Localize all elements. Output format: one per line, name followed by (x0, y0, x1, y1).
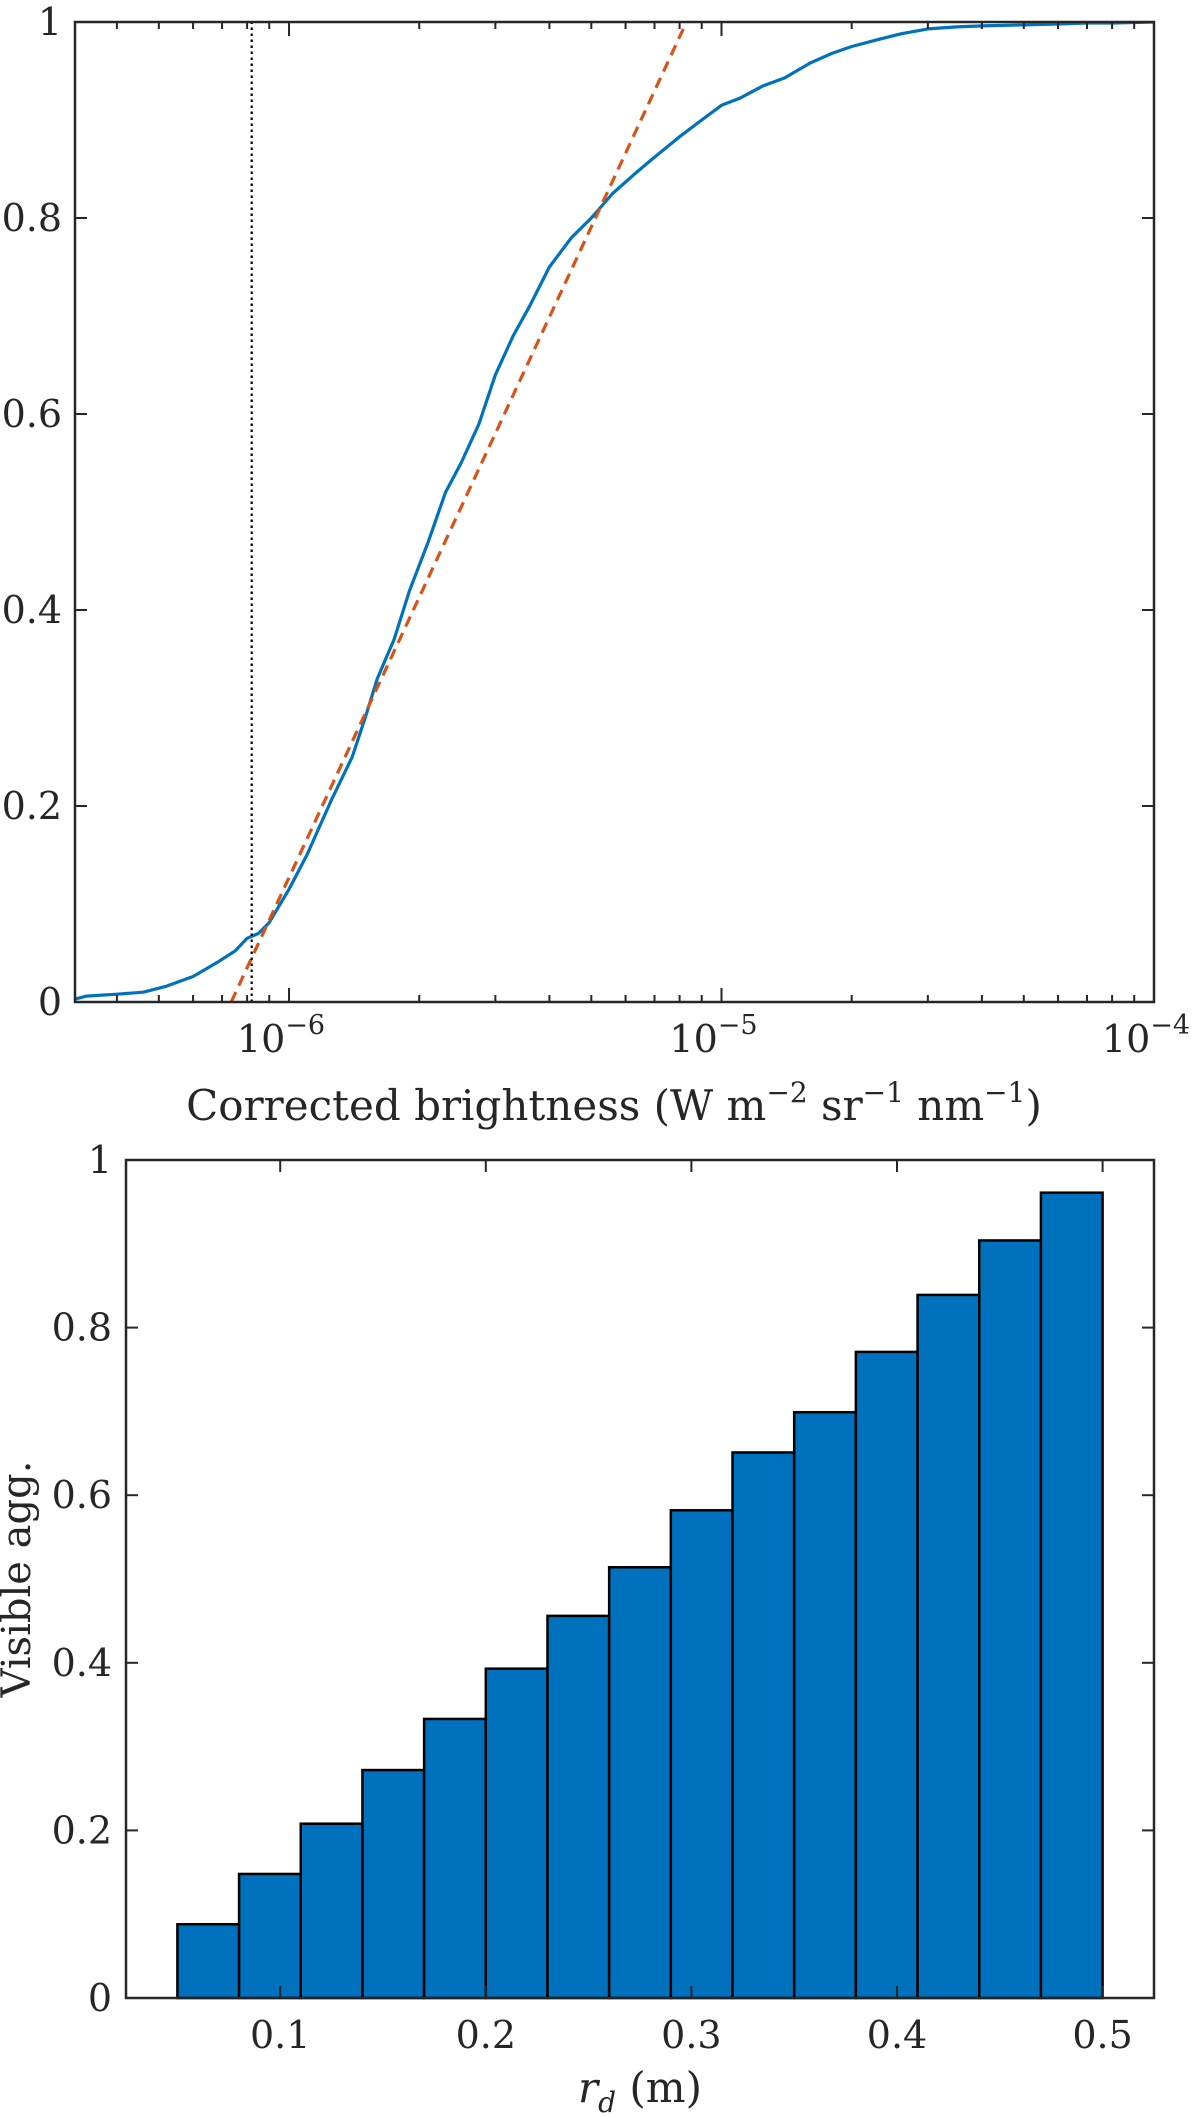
x-tick-label: 10−5 (669, 1010, 757, 1061)
series-line-dashed (229, 22, 688, 1002)
visible-agg-bar-chart: 0.1 0.2 0.3 0.4 0.5 0 0.2 0.4 0.6 0.8 1 rd (m) Vi… (0, 1138, 1156, 2117)
y-tick-label: 1 (38, 0, 62, 44)
bar (977, 1239, 1043, 2000)
bar (176, 1923, 241, 2000)
y-tick-labels: 0 0.2 0.4 0.6 0.8 1 (2, 0, 62, 1024)
y-tick-label: 0.4 (2, 588, 62, 632)
bar (546, 1614, 611, 2000)
x-tick-label: 10−6 (237, 1010, 325, 1061)
bar (792, 1410, 858, 2000)
plot-frame (124, 1158, 1156, 2000)
x-tick-label: 0.1 (250, 2013, 310, 2057)
y-tick-label: 1 (88, 1138, 112, 1182)
x-tick-label: 10−4 (1102, 1010, 1190, 1061)
x-tick-label: 0.3 (661, 2013, 721, 2057)
y-axis-label: Visible agg. (0, 1461, 40, 1699)
x-axis-label: Corrected brightness (W m−2 sr−1 nm−1) (186, 1076, 1042, 1130)
x-tick-label: 0.2 (456, 2013, 516, 2057)
y-tick-label: 0.8 (52, 1306, 112, 1350)
x-tick-labels: 10−6 10−5 10−4 (237, 1010, 1190, 1061)
y-tick-label: 0.6 (52, 1473, 112, 1517)
y-tick-label: 0.2 (2, 784, 62, 828)
bar (916, 1293, 981, 2000)
bars (176, 1191, 1104, 2000)
x-tick-labels: 0.1 0.2 0.3 0.4 0.5 (250, 2013, 1133, 2057)
brightness-cdf-chart: 10−6 10−5 10−4 0 0.2 0.4 0.6 0.8 1 Corrected br… (2, 0, 1191, 1130)
bar (731, 1451, 796, 2000)
y-tick-label: 0 (38, 980, 62, 1024)
bar (607, 1566, 673, 2000)
bar (237, 1872, 303, 2000)
plot-lines (75, 22, 1154, 1002)
y-tick-labels: 0 0.2 0.4 0.6 0.8 1 (52, 1138, 112, 2020)
axis-ticks (126, 1159, 1154, 1999)
series-line-solid (75, 22, 1154, 1001)
x-tick-label: 0.4 (867, 2013, 927, 2057)
bar (484, 1667, 549, 2000)
x-tick-label: 0.5 (1072, 2013, 1132, 2057)
y-tick-label: 0.4 (52, 1641, 112, 1685)
bar (422, 1717, 488, 2000)
y-tick-label: 0.6 (2, 392, 62, 436)
y-tick-label: 0.8 (2, 196, 62, 240)
plot-frame (73, 20, 1156, 1004)
bar (361, 1768, 426, 2000)
bar (299, 1822, 364, 2000)
bar (1039, 1191, 1104, 2000)
x-axis-label: rd (m) (578, 2063, 702, 2117)
y-tick-label: 0.2 (52, 1808, 112, 1852)
y-tick-label: 0 (88, 1976, 112, 2020)
bar (854, 1350, 919, 2000)
bar (669, 1509, 734, 2000)
